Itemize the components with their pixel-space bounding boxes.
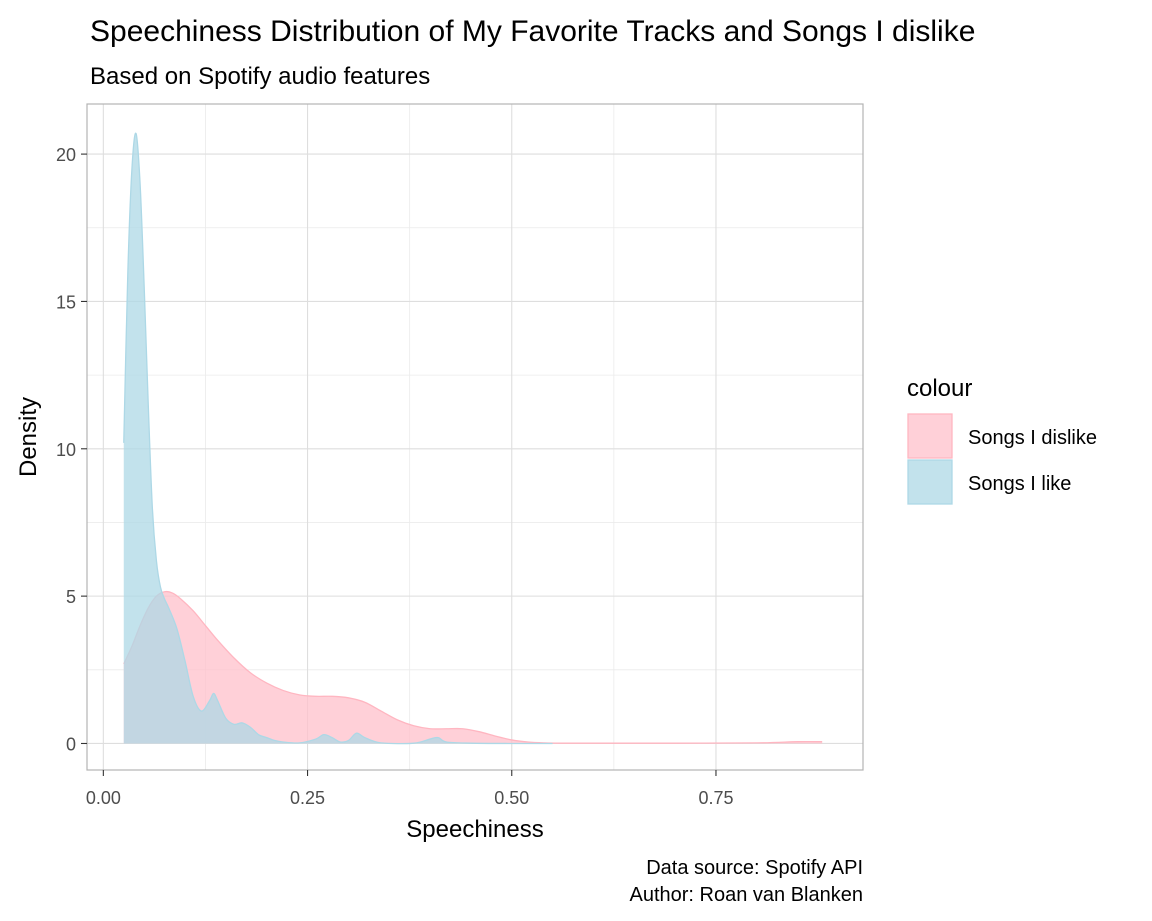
plot-border: [86, 103, 864, 771]
x-tick-label: 0.25: [290, 788, 325, 808]
x-axis: 0.00 0.25 0.50 0.75: [86, 770, 733, 808]
legend-label: Songs I dislike: [968, 427, 1097, 449]
chart-subtitle: Based on Spotify audio features: [90, 63, 430, 90]
y-tick-label: 20: [56, 145, 76, 165]
y-tick-label: 10: [56, 440, 76, 460]
density-line-series-2: [123, 132, 553, 745]
x-tick-label: 0.50: [494, 788, 529, 808]
legend-label: Songs I like: [968, 473, 1071, 495]
legend-key: [907, 413, 953, 459]
x-tick-label: 0.00: [86, 788, 121, 808]
caption-author: Author: Roan van Blanken: [630, 884, 864, 906]
y-tick-label: 15: [56, 292, 76, 312]
y-axis-title: Density: [15, 397, 42, 477]
chart-title: Speechiness Distribution of My Favorite …: [90, 15, 975, 48]
major-gridlines: [87, 104, 863, 770]
x-tick-label: 0.75: [698, 788, 733, 808]
x-axis-title: Speechiness: [406, 816, 543, 843]
y-axis: 0 5 10 15 20: [56, 145, 87, 754]
y-tick-label: 0: [66, 734, 76, 754]
caption-source: Data source: Spotify API: [646, 857, 863, 879]
legend-title: colour: [907, 375, 972, 402]
density-area-series-2: [123, 133, 553, 744]
density-series: [123, 132, 823, 745]
legend: colour Songs I dislike Songs I like: [907, 375, 1097, 505]
legend-key: [907, 459, 953, 505]
y-tick-label: 5: [66, 587, 76, 607]
density-area-series-1: [123, 591, 823, 744]
